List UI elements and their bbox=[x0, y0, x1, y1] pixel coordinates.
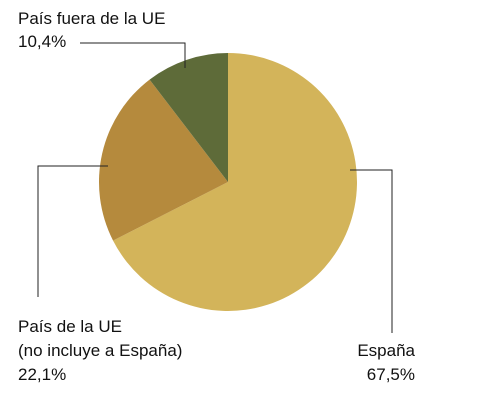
value-fuera-ue: 10,4% bbox=[18, 32, 66, 51]
value-ue: 22,1% bbox=[18, 365, 66, 384]
leader-line-ue bbox=[37, 165, 108, 297]
pie-slice-fuera-ue bbox=[149, 53, 228, 182]
label-ue-line-1: País de la UE bbox=[18, 317, 122, 336]
pie-slices bbox=[99, 53, 358, 311]
label-ue-line-2: (no incluye a España) bbox=[18, 341, 182, 360]
label-espana: España bbox=[357, 341, 415, 360]
pie-slice-espana bbox=[113, 53, 358, 311]
leader-line-fuera-ue bbox=[80, 42, 186, 68]
pie-slice-ue bbox=[99, 79, 228, 241]
value-espana: 67,5% bbox=[367, 365, 415, 384]
label-fuera-ue: País fuera de la UE bbox=[18, 9, 165, 28]
leader-line-espana bbox=[350, 169, 393, 333]
